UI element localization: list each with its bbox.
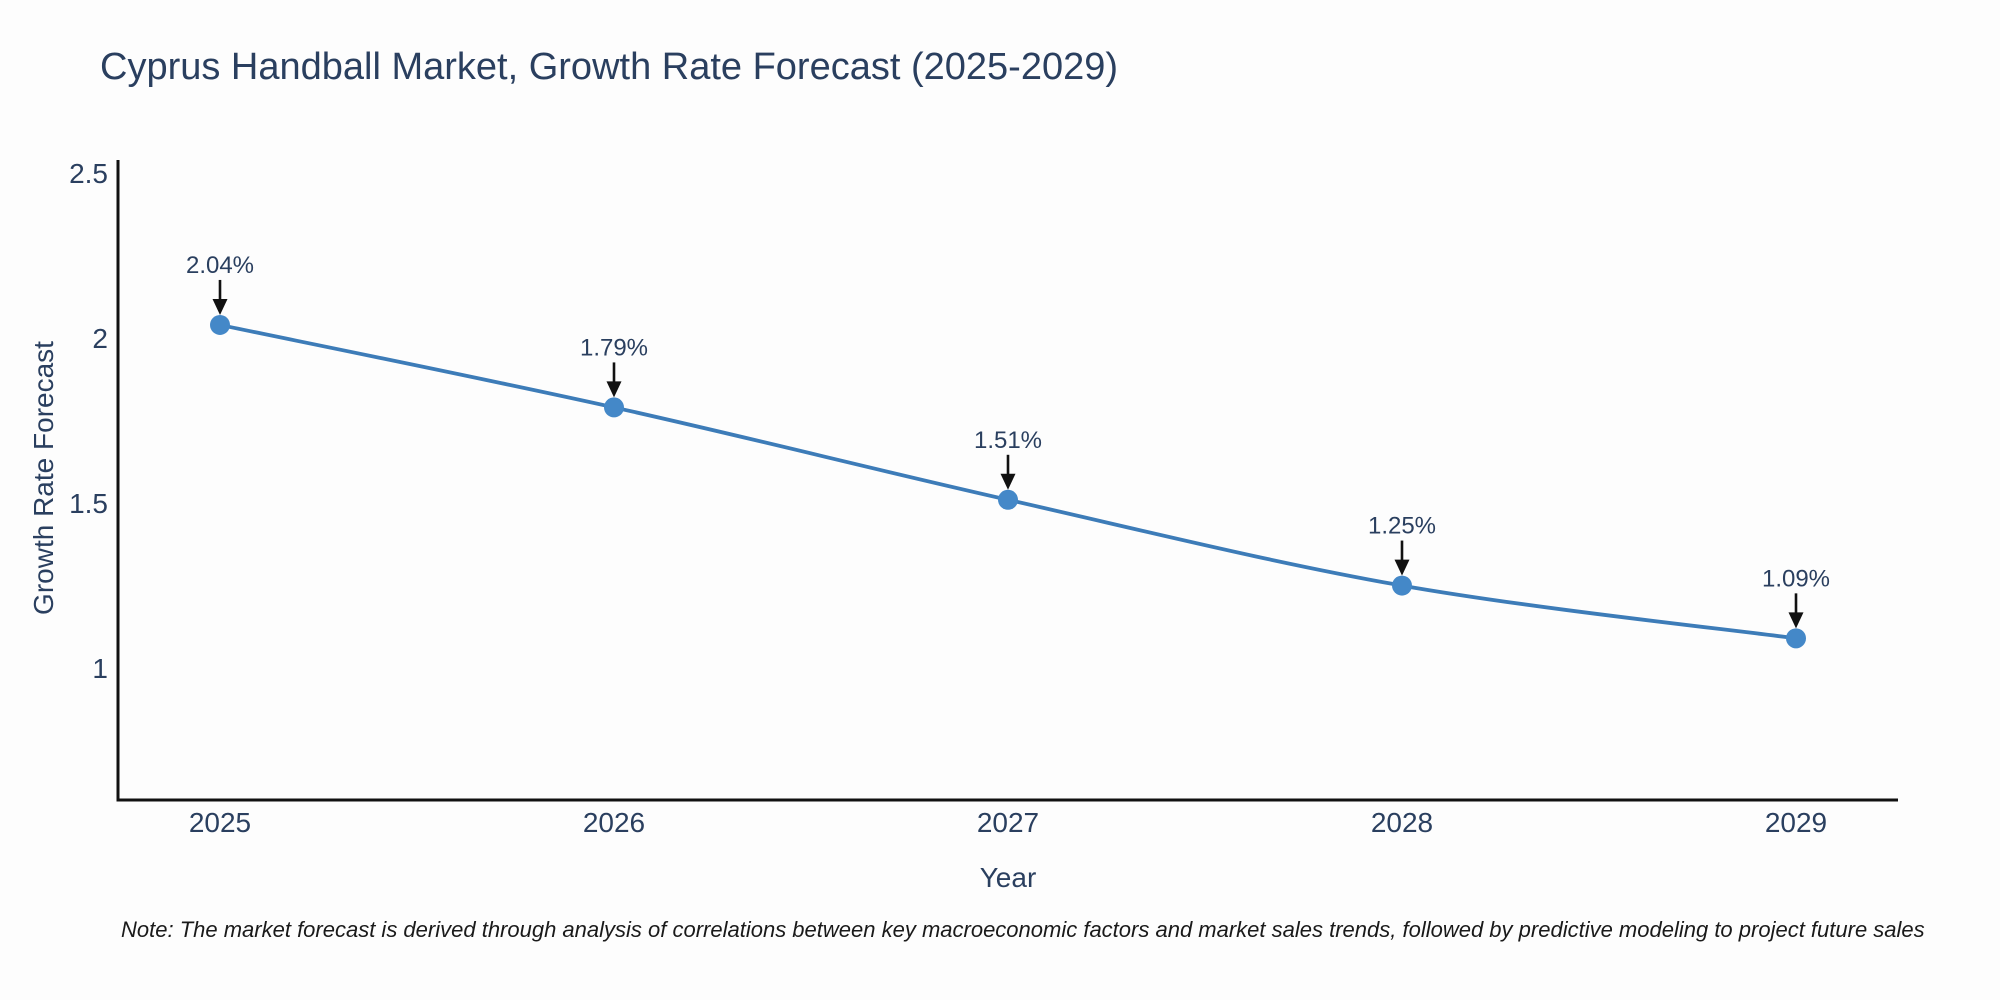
x-tick-label: 2027 xyxy=(977,807,1039,838)
data-point-marker xyxy=(604,397,624,418)
footnote-text: Note: The market forecast is derived thr… xyxy=(121,917,1925,942)
data-point-marker xyxy=(210,314,230,335)
annotation-arrow-head xyxy=(1394,559,1410,576)
annotation-arrow-head xyxy=(1788,612,1804,629)
y-tick-label: 2 xyxy=(92,323,108,354)
annotation-label: 1.79% xyxy=(580,334,648,361)
annotation-label: 2.04% xyxy=(186,252,254,279)
annotation-label: 1.09% xyxy=(1762,565,1830,592)
y-tick-label: 1 xyxy=(92,653,108,684)
x-tick-label: 2025 xyxy=(189,807,251,838)
annotation-arrow-head xyxy=(606,381,622,398)
annotation-label: 1.51% xyxy=(974,427,1042,454)
y-tick-label: 1.5 xyxy=(69,488,108,519)
annotation-label: 1.25% xyxy=(1368,513,1436,540)
data-point-marker xyxy=(1786,628,1806,649)
x-tick-label: 2028 xyxy=(1371,807,1433,838)
x-tick-label: 2029 xyxy=(1765,807,1827,838)
data-point-marker xyxy=(998,489,1018,510)
x-axis-title: Year xyxy=(979,862,1037,893)
y-axis-title: Growth Rate Forecast xyxy=(28,341,59,615)
annotation-arrow-head xyxy=(1000,473,1016,490)
annotation-arrow-head xyxy=(212,298,228,315)
data-point-marker xyxy=(1392,575,1412,596)
y-tick-label: 2.5 xyxy=(69,158,108,189)
chart-title: Cyprus Handball Market, Growth Rate Fore… xyxy=(100,46,1119,88)
x-tick-label: 2026 xyxy=(583,807,645,838)
